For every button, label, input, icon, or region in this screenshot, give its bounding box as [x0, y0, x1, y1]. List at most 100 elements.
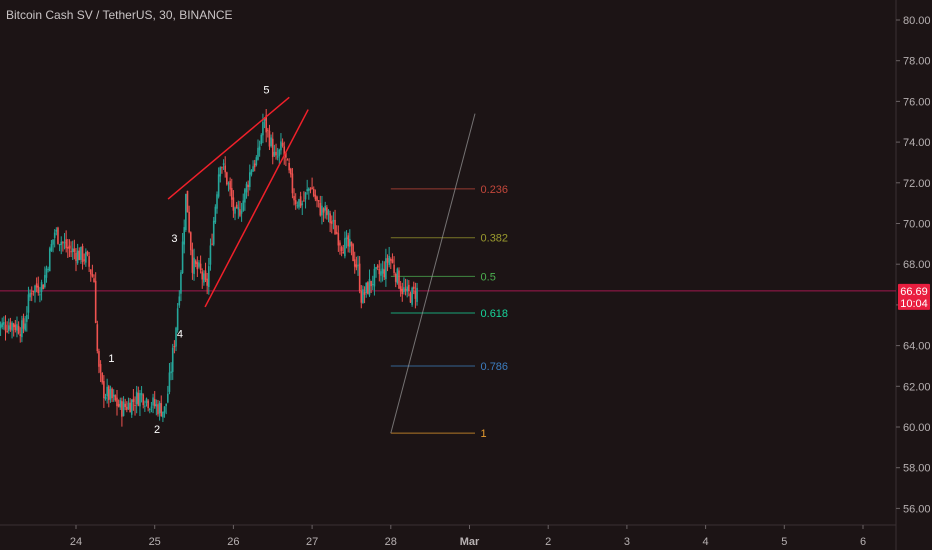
candle-body [150, 406, 153, 408]
candle-body [268, 130, 271, 147]
candle-body [40, 282, 43, 293]
candle-body [70, 251, 72, 253]
price-axis: 56.0058.0060.0062.0064.0066.0068.0070.00… [896, 15, 931, 515]
candle-body [194, 260, 197, 264]
time-tick-label: 3 [624, 536, 630, 548]
candle-body [17, 325, 20, 334]
candle-body [27, 294, 30, 313]
candle-body [227, 183, 230, 185]
candle-body [217, 174, 220, 197]
candle-body [107, 386, 110, 401]
candle-body [394, 273, 397, 282]
candle-body [337, 233, 340, 246]
candle-body [385, 258, 387, 280]
candle-body [260, 134, 263, 144]
candle-body [62, 242, 64, 244]
candle-body [368, 279, 371, 296]
candle-body [257, 147, 259, 160]
candle-body [363, 292, 366, 295]
candle-body [265, 115, 267, 133]
candle-body [248, 172, 251, 187]
candle-body [378, 269, 381, 275]
time-tick-label: 24 [70, 536, 82, 548]
candle-body [39, 294, 41, 296]
candle-body [349, 238, 351, 247]
candle-body [122, 401, 125, 416]
wave-label: 2 [154, 424, 160, 436]
candle-body [270, 137, 272, 147]
candle-body [35, 283, 38, 288]
candle-body [222, 163, 225, 165]
candle-body [94, 280, 97, 323]
candle-body [75, 252, 77, 262]
candle-body [19, 334, 22, 337]
candle-body [65, 239, 67, 249]
candle-body [162, 411, 164, 418]
candle-body [168, 372, 171, 392]
candle-body [262, 121, 264, 136]
candle-body [388, 256, 390, 265]
candle-body [44, 275, 46, 288]
candle-body [103, 381, 105, 399]
candle-body [132, 398, 135, 402]
candle-body [286, 159, 289, 161]
candle-body [209, 245, 212, 265]
candle-body [88, 256, 90, 267]
candle-body [230, 188, 233, 200]
candle-body [219, 167, 222, 177]
candle-body [212, 220, 215, 245]
wave-label: 1 [108, 353, 114, 365]
candle-body [409, 293, 412, 303]
candle-body [139, 393, 141, 407]
candle-body [140, 392, 143, 396]
time-tick-label: 27 [306, 536, 318, 548]
candle-body [199, 263, 202, 271]
candle-body [175, 327, 177, 347]
candle-body [298, 199, 300, 208]
candle-body [137, 392, 140, 406]
candle-body [344, 238, 346, 257]
candle-body [96, 324, 99, 352]
candle-body [365, 282, 368, 293]
candle-body [83, 259, 85, 261]
candle-body [358, 263, 361, 292]
candle-body [198, 262, 200, 267]
candle-body [288, 162, 290, 171]
price-tick-label: 62.00 [903, 381, 931, 393]
candle-body [101, 372, 104, 383]
candle-body [147, 400, 149, 409]
candle-body [275, 151, 277, 156]
candle-body [317, 200, 320, 202]
candle-body [316, 196, 318, 201]
candle-body [306, 189, 308, 192]
candle-body [334, 219, 336, 235]
candle-body [276, 156, 279, 158]
candle-body [29, 292, 31, 298]
candle-body [408, 284, 410, 292]
candle-body [114, 395, 117, 401]
candle-body [130, 399, 133, 415]
candle-body [1, 322, 4, 327]
price-tick-label: 56.00 [903, 503, 931, 515]
candle-body [45, 268, 48, 278]
candle-body [193, 257, 195, 275]
candle-body [321, 205, 323, 216]
price-tick-label: 70.00 [903, 219, 931, 231]
candle-body [106, 386, 108, 397]
candle-body [48, 248, 51, 272]
candle-body [308, 188, 310, 191]
price-tick-label: 74.00 [903, 137, 931, 149]
candle-body [73, 248, 76, 252]
candle-body [155, 404, 158, 407]
candle-body [76, 250, 79, 264]
candle-body [412, 286, 415, 289]
candle-body [112, 394, 115, 397]
rising-wedge [167, 96, 309, 308]
candle-body [258, 146, 261, 151]
candle-body [285, 152, 287, 158]
candle-body [301, 203, 304, 205]
wave-label: 4 [177, 328, 183, 340]
candle-body [403, 287, 405, 292]
